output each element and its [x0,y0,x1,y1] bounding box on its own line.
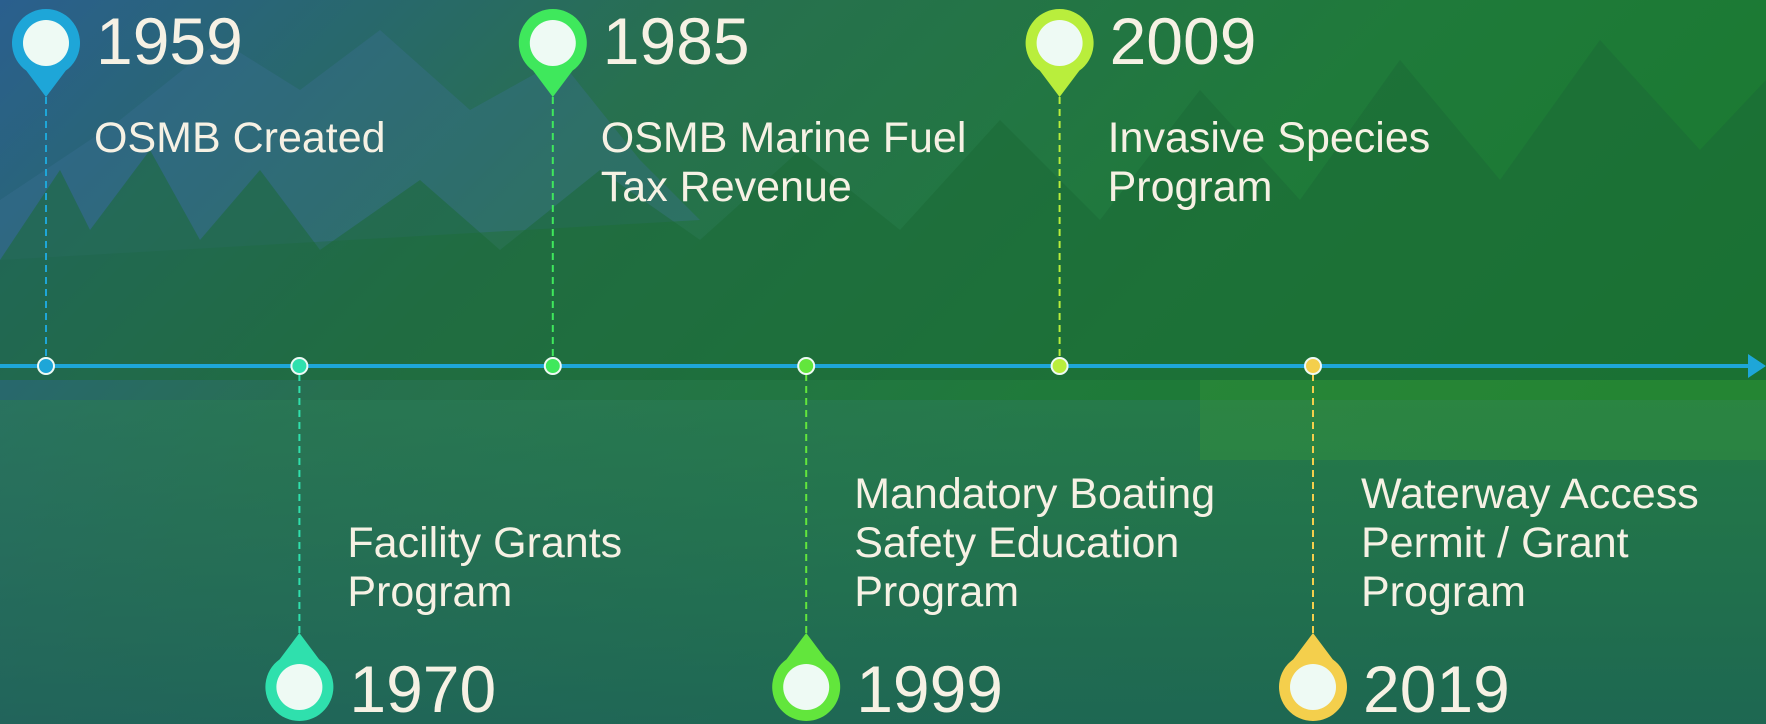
event-label: Safety Education [854,519,1179,567]
axis-dot [1304,357,1322,375]
event-label: Program [347,568,512,616]
year: 2019 [1363,652,1510,724]
axis-dot [797,357,816,375]
year: 1970 [349,652,496,724]
year: 1959 [96,4,243,78]
pin-center [529,20,576,66]
axis-dot [543,357,562,375]
event-label: Permit / Grant [1361,519,1629,567]
axis-dot [290,357,309,375]
event-label: Tax Revenue [601,163,852,211]
year: 2009 [1110,4,1257,78]
year: 1985 [603,4,750,78]
event-label: Waterway Access [1361,470,1699,518]
pin-center [1036,20,1083,66]
year: 1999 [856,652,1003,724]
pin-center [23,20,69,66]
event-label: Program [854,568,1019,616]
axis-dot [1050,357,1069,375]
grass [1200,380,1766,460]
event-label: Invasive Species [1108,114,1431,162]
pin-center [276,664,323,710]
pin-center [1290,664,1336,710]
axis-arrow [1748,354,1766,378]
pin-center [783,664,830,710]
event-label: Mandatory Boating [854,470,1215,518]
event-label: Program [1108,163,1273,211]
event-label: OSMB Marine Fuel [601,114,967,162]
event-label: Facility Grants [347,519,622,567]
event-label: Program [1361,568,1526,616]
forest [0,40,1766,380]
axis-dot [37,357,55,375]
event-label: OSMB Created [94,114,386,162]
